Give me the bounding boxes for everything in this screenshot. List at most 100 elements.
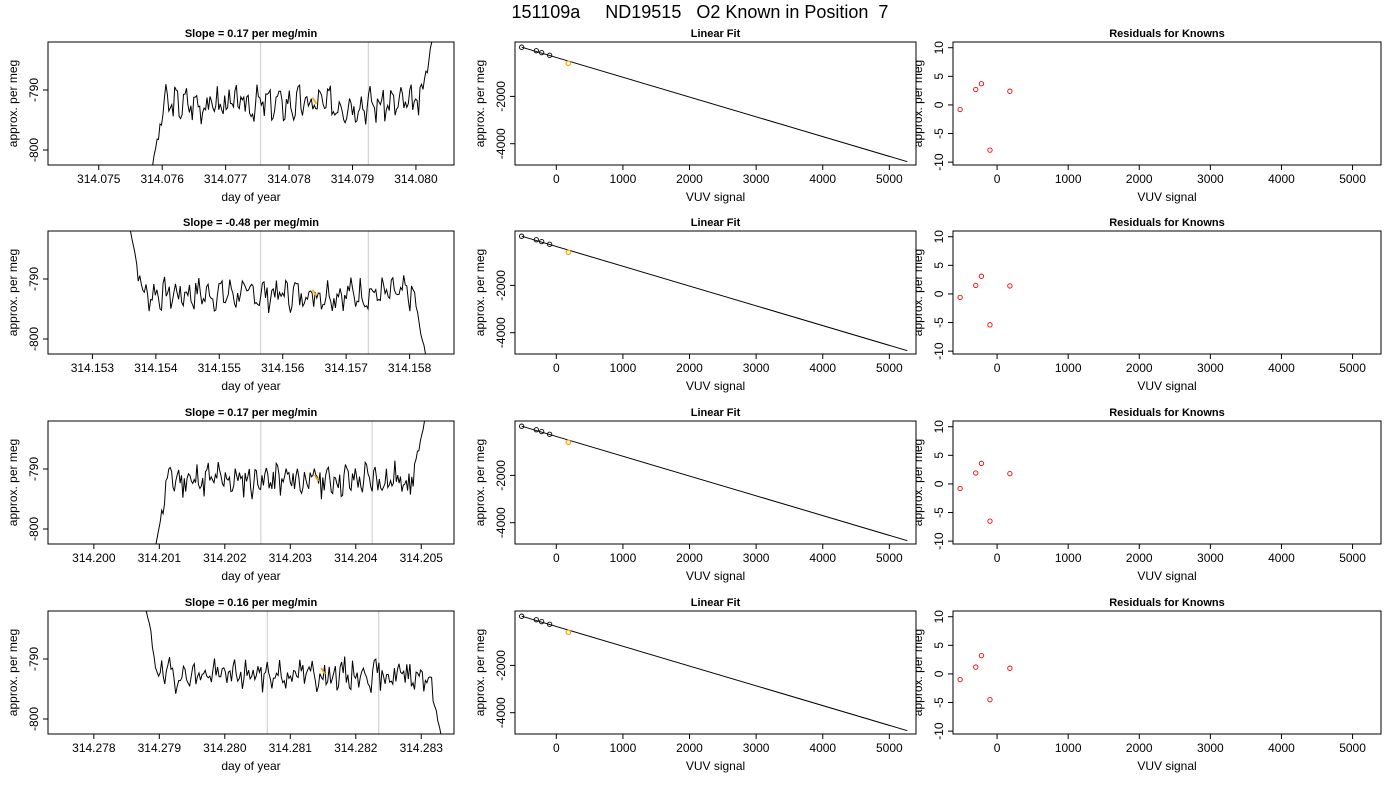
- data-point: [987, 518, 993, 524]
- x-axis-label: VUV signal: [1137, 569, 1196, 583]
- y-axis-label: approx. per meg: [911, 439, 925, 526]
- plot-frame: [952, 41, 1382, 166]
- y-axis-label: approx. per meg: [6, 439, 20, 526]
- x-tick-label: 3000: [1197, 172, 1224, 186]
- x-tick-label: 314.279: [138, 741, 182, 755]
- y-tick-label: -2000: [494, 270, 508, 301]
- x-tick-label: 1000: [1055, 172, 1082, 186]
- plot-area: [145, 611, 442, 734]
- y-tick-label: -10: [932, 532, 946, 550]
- x-tick-label: 1000: [610, 551, 637, 565]
- y-tick-label: 0: [932, 101, 946, 108]
- data-point: [978, 273, 985, 279]
- x-tick-label: 5000: [876, 361, 903, 375]
- x-axis-label: day of year: [221, 569, 280, 583]
- plot-frame: [514, 230, 917, 355]
- y-tick-label: -4000: [494, 697, 508, 728]
- x-tick-label: 2000: [676, 172, 703, 186]
- x-tick-label: 0: [553, 741, 560, 755]
- highlight-point: [565, 439, 572, 446]
- x-tick-label: 314.077: [204, 172, 248, 186]
- y-tick-label: -800: [27, 707, 41, 731]
- y-tick-label: 10: [932, 420, 946, 434]
- data-point: [519, 233, 525, 239]
- highlight-segment: [311, 289, 318, 297]
- x-tick-label: 314.281: [269, 741, 313, 755]
- x-tick-label: 2000: [676, 741, 703, 755]
- x-tick-label: 314.154: [134, 361, 178, 375]
- x-tick-label: 3000: [1197, 551, 1224, 565]
- panel-title: Residuals for Knowns: [1109, 597, 1225, 609]
- data-point: [533, 48, 539, 54]
- y-tick-label: -10: [932, 342, 946, 360]
- y-tick-label: -5: [932, 317, 946, 328]
- y-tick-label: -2000: [494, 650, 508, 681]
- data-point: [987, 147, 993, 153]
- x-tick-label: 0: [994, 172, 1001, 186]
- x-tick-label: 3000: [743, 361, 770, 375]
- x-tick-label: 3000: [743, 172, 770, 186]
- y-tick-label: 0: [932, 290, 946, 297]
- highlight-segment: [320, 667, 326, 675]
- y-axis-label: approx. per meg: [6, 629, 20, 716]
- y-tick-label: 5: [932, 262, 946, 269]
- data-point: [533, 617, 539, 623]
- x-tick-label: 314.158: [388, 361, 432, 375]
- panel-1-1: Slope = 0.17 per meg/min 314.075 314.076 31…: [6, 28, 455, 204]
- x-tick-label: 314.278: [72, 741, 116, 755]
- plot-area: [519, 613, 908, 732]
- x-tick-label: 1000: [1055, 361, 1082, 375]
- x-tick-label: 0: [553, 551, 560, 565]
- data-point: [1007, 470, 1013, 477]
- plot-area: [957, 273, 1013, 328]
- highlight-segment: [311, 97, 318, 105]
- series-line: [152, 42, 433, 165]
- highlight-point: [565, 60, 572, 67]
- data-point: [538, 238, 545, 245]
- x-tick-label: 1000: [610, 172, 637, 186]
- y-tick-label: -800: [27, 327, 41, 351]
- x-tick-label: 4000: [1268, 361, 1295, 375]
- x-tick-label: 4000: [1268, 741, 1295, 755]
- plot-frame: [47, 230, 455, 355]
- data-point: [546, 52, 553, 58]
- x-tick-label: 2000: [1126, 551, 1153, 565]
- x-tick-label: 5000: [1339, 172, 1366, 186]
- data-point: [519, 613, 525, 619]
- y-axis-label: approx. per meg: [473, 60, 487, 147]
- panel-title: Slope = 0.16 per meg/min: [185, 597, 318, 609]
- y-tick-label: 5: [932, 642, 946, 649]
- data-point: [546, 241, 553, 247]
- x-tick-label: 5000: [1339, 361, 1366, 375]
- series-line: [145, 611, 442, 734]
- x-tick-label: 5000: [876, 172, 903, 186]
- data-point: [546, 621, 553, 627]
- data-point: [546, 431, 553, 437]
- fit-line: [521, 425, 908, 542]
- fit-line: [521, 235, 908, 352]
- panel-title: Slope = 0.17 per meg/min: [185, 28, 318, 40]
- panel-4-3: Residuals for Knowns 0 1000 2000 3000 4000 500…: [911, 597, 1382, 773]
- x-tick-label: 0: [553, 172, 560, 186]
- highlight-point: [565, 249, 572, 256]
- y-axis-label: approx. per meg: [911, 60, 925, 147]
- panel-title: Linear Fit: [691, 407, 741, 419]
- plot-area: [957, 81, 1013, 153]
- y-axis-label: approx. per meg: [473, 439, 487, 526]
- plot-frame: [514, 610, 917, 735]
- x-tick-label: 314.075: [77, 172, 121, 186]
- plot-frame: [952, 420, 1382, 545]
- plot-frame: [514, 420, 917, 545]
- x-tick-label: 314.203: [269, 551, 313, 565]
- x-axis-label: VUV signal: [1137, 759, 1196, 773]
- y-tick-label: 10: [932, 610, 946, 624]
- x-tick-label: 1000: [610, 361, 637, 375]
- y-tick-label: -790: [27, 78, 41, 102]
- plot-area: [155, 421, 425, 544]
- y-tick-label: -2000: [494, 81, 508, 112]
- plot-area: [957, 460, 1013, 524]
- data-point: [973, 470, 979, 476]
- x-tick-label: 5000: [876, 551, 903, 565]
- panel-1-3: Residuals for Knowns 0 1000 2000 3000 4000 500…: [911, 28, 1382, 204]
